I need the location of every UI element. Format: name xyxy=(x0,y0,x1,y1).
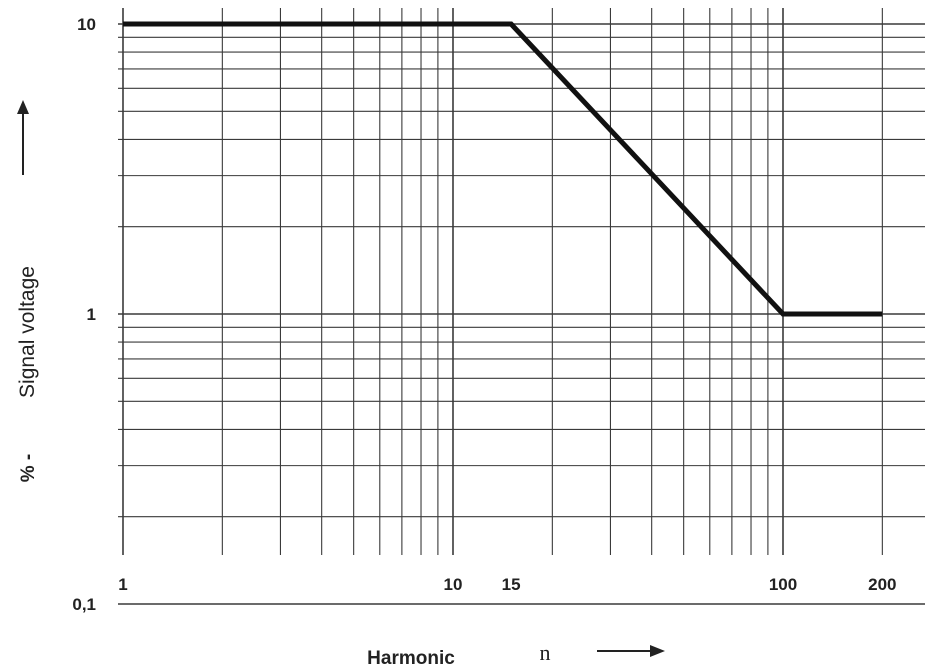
y-axis-arrow-icon xyxy=(17,100,29,175)
x-tick-label: 200 xyxy=(868,575,896,594)
x-axis-label: Harmonic xyxy=(367,648,455,669)
y-tick-label: 0,1 xyxy=(72,595,96,614)
y-axis-unit: % - xyxy=(18,454,39,483)
series-group xyxy=(123,21,883,317)
y-tick-label: 1 xyxy=(87,305,96,324)
x-axis-arrow-icon xyxy=(597,645,665,657)
series-line xyxy=(123,21,883,317)
y-tick-label: 10 xyxy=(77,15,96,34)
y-axis-label: Signal voltage xyxy=(16,266,39,398)
tick-labels: 1 10 15 100 200 10 1 0,1 xyxy=(72,15,896,614)
x-tick-label: 15 xyxy=(502,575,521,594)
x-axis-variable: n xyxy=(540,640,551,665)
grid xyxy=(118,8,925,605)
x-tick-label: 100 xyxy=(769,575,797,594)
x-tick-label: 1 xyxy=(118,575,127,594)
x-tick-label: 10 xyxy=(444,575,463,594)
